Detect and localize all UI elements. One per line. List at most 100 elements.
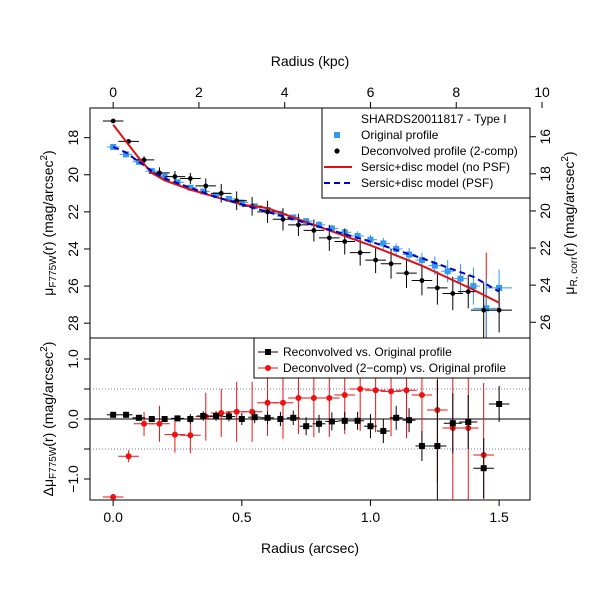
bottom-x-axis-label: Radius (arcsec) — [261, 540, 359, 556]
top-right-y-tick-label: 18 — [537, 166, 553, 182]
bottom-y-tick-label: 0.0 — [65, 409, 81, 429]
deconvolved-profile-point — [296, 222, 301, 228]
top-x-tick-label: 2 — [195, 84, 203, 100]
top-x-tick-label: 4 — [281, 84, 289, 100]
top-right-y-axis-label: μR, corr(r) (mag/arcsec2) — [560, 151, 580, 294]
deconvolved-profile-point — [187, 176, 193, 181]
reconvolved-residual-point — [449, 420, 456, 427]
bottom-y-axis-ticks: −1.0 0.0 1.0 — [65, 349, 90, 493]
reconvolved-residual-point — [393, 414, 400, 421]
deconvolved-profile-point — [496, 307, 502, 313]
reconvolved-residual-point — [264, 414, 271, 421]
reconvolved-residual-point — [380, 428, 387, 434]
deconvolved-profile-point — [311, 228, 317, 233]
legend-label-reconvolved: Reconvolved vs. Original profile — [283, 345, 452, 359]
deconvolved-residual-point — [141, 420, 148, 427]
reconvolved-residual-point — [174, 415, 181, 422]
top-right-y-tick-label: 16 — [537, 129, 553, 145]
deconvolved-profile-point — [280, 216, 286, 222]
original-profile-point — [406, 251, 413, 258]
deconvolved-profile-point — [110, 118, 116, 124]
top-legend-header: SHARDS20011817 - Type I — [361, 112, 507, 126]
reconvolved-residual-point — [303, 423, 310, 430]
top-left-y-axis-label: μF775W(r) (mag/arcsec2) — [39, 150, 59, 295]
reconvolved-residual-point — [328, 418, 335, 425]
reconvolved-residual-point — [406, 417, 413, 424]
deconvolved-residual-point — [218, 410, 225, 416]
deconvolved-profile-point — [172, 174, 178, 180]
top-left-y-tick-label: 18 — [65, 130, 81, 146]
deconvolved-profile-point — [419, 278, 425, 283]
reconvolved-residual-point — [161, 416, 168, 422]
reconvolved-residual-point — [290, 414, 297, 421]
deconvolved-residual-point — [171, 431, 178, 438]
deconvolved-residual-point — [310, 395, 317, 401]
reconvolved-residual-point — [341, 417, 348, 424]
original-profile-point — [470, 283, 477, 290]
original-profile-point — [380, 240, 387, 247]
reconvolved-residual-point — [316, 420, 323, 427]
top-left-y-axis-ticks: 18 20 22 24 26 28 — [65, 130, 90, 331]
legend-label-model-nopsf: Sersic+disc model (no PSF) — [361, 160, 510, 174]
bottom-y-tick-label: 1.0 — [65, 349, 81, 369]
reconvolved-residual-point — [123, 411, 130, 418]
reconvolved-residual-point — [367, 423, 374, 430]
top-x-axis-ticks: 0 2 4 6 8 10 — [109, 84, 550, 108]
deconvolved-residual-point — [295, 395, 302, 401]
model-psf-line — [112, 146, 500, 293]
deconvolved-residual-point — [326, 395, 333, 401]
reconvolved-residual-point — [496, 401, 503, 407]
original-profile-point — [354, 232, 361, 239]
bottom-y-axis-label: ΔμF775W(r) (mag/arcsec2) — [39, 342, 59, 497]
reconvolved-residual-point — [238, 416, 245, 422]
bottom-legend: Reconvolved vs. Original profile Deconvo… — [253, 337, 531, 379]
top-x-axis-label: Radius (kpc) — [271, 53, 350, 69]
original-profile-point — [444, 268, 451, 275]
bottom-legend-box — [253, 337, 531, 379]
reconvolved-residual-point — [225, 413, 232, 420]
reconvolved-residual-point — [110, 411, 117, 418]
deconvolved-residual-point — [418, 392, 425, 398]
deconvolved-profile-point — [481, 307, 487, 313]
top-panel-data — [102, 118, 512, 338]
deconvolved-residual-point — [187, 432, 194, 439]
top-left-y-tick-label: 20 — [65, 167, 81, 183]
deconvolved-residual-point — [249, 408, 256, 415]
deconvolved-residual-point — [233, 408, 240, 415]
deconvolved-residual-point — [156, 420, 163, 427]
bottom-x-tick-label: 1.5 — [489, 509, 509, 525]
deconvolved-profile-point — [357, 250, 363, 256]
original-profile-point — [483, 305, 490, 312]
top-right-y-axis-ticks: 16 18 20 22 24 26 — [530, 129, 553, 330]
top-legend: SHARDS20011817 - Type I Original profile… — [321, 107, 531, 199]
legend-marker-deconvolved-residual — [265, 365, 271, 371]
top-legend-box — [321, 107, 531, 199]
deconvolved-profile-point — [450, 291, 456, 296]
original-profile-point — [316, 221, 323, 228]
deconvolved-profile-point — [342, 239, 348, 244]
top-right-y-tick-label: 20 — [537, 203, 553, 219]
original-profile-point — [225, 195, 232, 202]
deconvolved-residual-point — [341, 392, 348, 398]
original-profile-point — [328, 225, 335, 232]
deconvolved-residual-point — [279, 399, 286, 406]
deconvolved-residual-point — [357, 386, 364, 392]
deconvolved-profile-point — [326, 235, 332, 241]
deconvolved-profile-point — [373, 257, 379, 263]
top-right-y-tick-label: 26 — [537, 314, 553, 330]
bottom-panel-data — [102, 338, 510, 500]
deconvolved-profile-point — [434, 285, 440, 291]
deconvolved-profile-point — [404, 270, 409, 276]
original-profile-point — [431, 262, 438, 269]
reconvolved-residual-point — [213, 413, 220, 419]
top-left-y-tick-label: 24 — [65, 241, 81, 257]
reconvolved-residual-point — [135, 414, 142, 421]
bottom-x-axis-ticks: 0.0 0.5 1.0 1.5 — [103, 500, 509, 525]
legend-label-original: Original profile — [361, 128, 439, 142]
legend-marker-reconvolved — [265, 349, 271, 355]
reconvolved-residual-point — [434, 443, 441, 449]
top-x-tick-label: 6 — [367, 84, 375, 100]
reconvolved-residual-point — [465, 419, 472, 425]
bottom-x-tick-label: 0.0 — [103, 509, 123, 525]
